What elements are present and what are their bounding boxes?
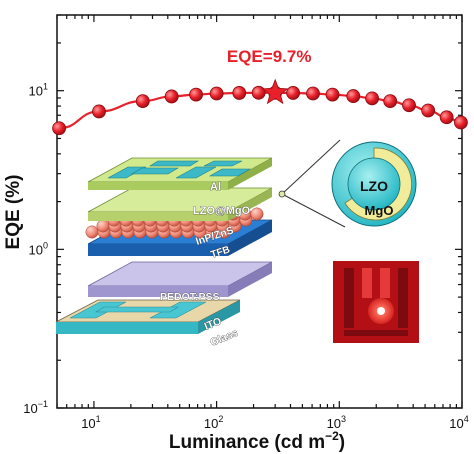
data-point xyxy=(52,121,66,136)
data-point xyxy=(189,87,203,102)
data-point xyxy=(209,86,224,101)
x-tick-label: 102 xyxy=(204,414,223,431)
data-point xyxy=(286,86,300,100)
data-point xyxy=(251,85,266,100)
peak-star-marker xyxy=(261,78,289,105)
quantum-dot xyxy=(250,207,264,221)
data-point xyxy=(365,91,379,106)
data-point xyxy=(454,115,468,130)
y-tick-label: 100 xyxy=(29,240,48,257)
data-point xyxy=(135,94,150,108)
data-point xyxy=(232,86,247,100)
data-point xyxy=(439,110,454,125)
data-point xyxy=(383,94,398,108)
quantum-dot xyxy=(96,219,110,233)
quantum-dot xyxy=(85,225,99,239)
x-tick-label: 101 xyxy=(81,414,100,431)
y-axis-label: EQE (%) xyxy=(3,175,24,250)
label-lzo-mgo: LZO@MgO xyxy=(193,205,251,217)
glass-ito-layer xyxy=(55,299,241,334)
axis-ticks xyxy=(56,14,463,409)
device-structure-inset: Al LZO@MgO InP/ZnS TFB PEDOT:PSS ITO Gla… xyxy=(55,139,419,349)
emitting-device-photo xyxy=(333,261,419,343)
label-al: Al xyxy=(210,181,221,193)
lzo-mgo-layer xyxy=(87,187,273,221)
pedot-layer xyxy=(87,261,273,297)
peak-annotation: EQE=9.7% xyxy=(227,47,312,105)
data-point xyxy=(346,89,361,103)
label-pedot-pss: PEDOT:PSS xyxy=(160,291,220,303)
y-tick-label: 101 xyxy=(29,82,48,99)
data-point xyxy=(325,87,340,102)
data-point xyxy=(421,103,436,118)
x-tick-label: 104 xyxy=(449,414,468,431)
x-tick-label: 103 xyxy=(327,414,346,431)
plot-frame xyxy=(56,14,463,409)
y-tick-label: 10−1 xyxy=(23,399,48,416)
core-shell-nanoparticle: LZO MgO xyxy=(331,141,417,227)
al-electrode-layer xyxy=(87,157,273,190)
data-point xyxy=(306,86,320,101)
shell-label: MgO xyxy=(365,203,394,218)
data-point xyxy=(164,89,179,104)
core-label: LZO xyxy=(360,178,388,194)
data-point xyxy=(92,104,106,119)
x-axis-label: Luminance (cd m−2) xyxy=(169,429,345,453)
peak-annotation-label: EQE=9.7% xyxy=(227,47,312,66)
axis-tick-labels: 101 102 103 104 10−1 100 101 xyxy=(23,82,468,431)
eqe-series-points xyxy=(52,85,468,136)
data-point xyxy=(402,98,416,113)
